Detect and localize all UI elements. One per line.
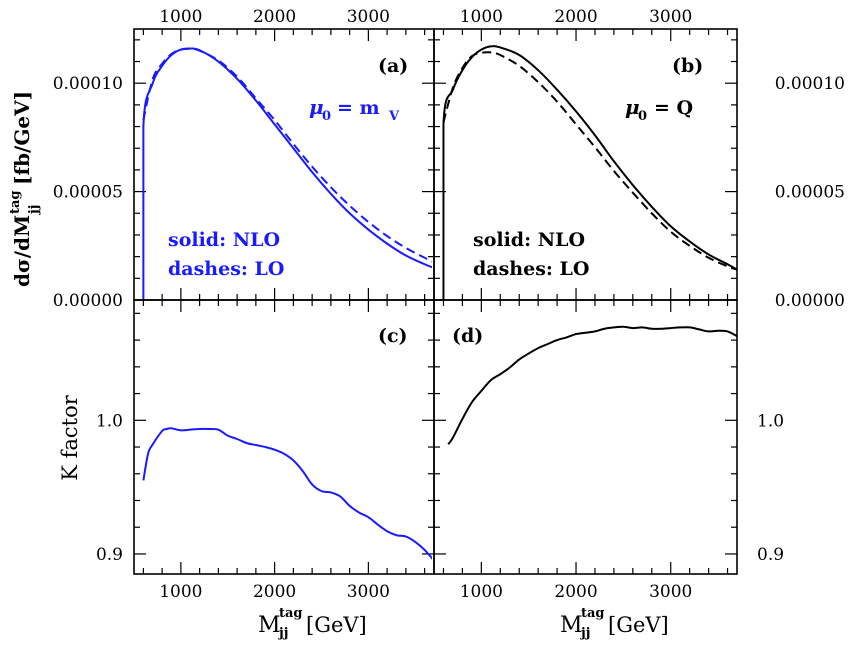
scale-eq: = Q — [654, 97, 693, 119]
y-tick-label: 0.00005 — [53, 183, 123, 203]
x-tick-label: 3000 — [347, 7, 390, 27]
ylabel-sup: tag — [8, 190, 23, 214]
panel-c-k-curve — [142, 427, 432, 560]
scale-mu: μ — [309, 95, 324, 119]
x-tick-label: 1000 — [159, 582, 202, 602]
x-tick-label: 2000 — [253, 7, 296, 27]
panel-b-tag: (b) — [672, 55, 703, 77]
y-tick-label: 1.0 — [757, 411, 784, 431]
xlabel-sup: tag — [581, 606, 605, 621]
ylabel-units: [fb/GeV] — [10, 91, 34, 185]
x-axis-label-left: M jj tag [GeV] — [258, 606, 367, 641]
xlabel-sub: jj — [278, 626, 288, 641]
x-tick-label: 2000 — [554, 7, 597, 27]
ylabel-sub: jj — [27, 205, 42, 215]
panel-c-tag: (c) — [378, 325, 408, 347]
ylabel-main: dσ/dM — [10, 215, 34, 287]
scale-mu-sub: 0 — [638, 109, 647, 124]
panel-b-legend-dashes: dashes: LO — [473, 258, 589, 280]
scale-mu: μ — [625, 95, 640, 119]
y-tick-label: 0.00010 — [775, 74, 845, 94]
x-tick-label: 3000 — [649, 582, 692, 602]
panel-d-k-curve — [447, 325, 738, 445]
panel-d-tag: (d) — [452, 325, 483, 347]
y-tick-label: 0.00010 — [53, 74, 123, 94]
y-tick-label: 0.00005 — [775, 183, 845, 203]
panel-b-scale-label: μ 0 = Q — [625, 95, 693, 124]
x-tick-label: 2000 — [554, 582, 597, 602]
scale-eq-sub: V — [388, 109, 400, 124]
panel-a-lo-curve — [142, 47, 432, 263]
tick-labels: 1000 1000 1000 1000 2000 2000 2000 2000 3000 3000… — [53, 7, 845, 602]
x-tick-label: 1000 — [460, 7, 503, 27]
xlabel-sup: tag — [279, 606, 303, 621]
panel-c-series-group — [142, 427, 432, 560]
xlabel-units: [GeV] — [306, 613, 367, 637]
y-tick-label: 0.9 — [96, 545, 123, 565]
xlabel-sub: jj — [580, 626, 590, 641]
y-tick-label: 0.00000 — [775, 291, 845, 311]
panel-b-legend-solid: solid: NLO — [473, 229, 585, 251]
curves — [142, 45, 738, 560]
x-tick-label: 3000 — [347, 582, 390, 602]
scale-mu-sub: 0 — [322, 109, 331, 124]
panel-a-series-group — [142, 47, 432, 300]
panel-d-frame — [433, 299, 738, 575]
panel-b-series-group — [442, 45, 738, 300]
xlabel-main: M — [258, 613, 281, 638]
y-tick-label: 0.9 — [757, 545, 784, 565]
xlabel-units: [GeV] — [608, 613, 669, 637]
panel-a-scale-label: μ 0 = m V — [309, 95, 400, 124]
scale-eq: = m — [337, 97, 380, 119]
x-tick-label: 1000 — [159, 7, 202, 27]
top-y-axis-label: dσ/dM jj tag [fb/GeV] — [8, 91, 42, 287]
axis-ticks — [134, 29, 737, 574]
panel-d-series-group — [447, 325, 738, 445]
y-tick-label: 1.0 — [96, 411, 123, 431]
bottom-y-axis-label: K factor — [58, 394, 82, 480]
x-tick-label: 1000 — [460, 582, 503, 602]
x-axis-label-right: M jj tag [GeV] — [560, 606, 669, 641]
y-tick-label: 0.00000 — [53, 291, 123, 311]
panel-a-tag: (a) — [378, 55, 408, 77]
panel-a-legend-dashes: dashes: LO — [168, 258, 284, 280]
panel-a-legend-solid: solid: NLO — [168, 229, 280, 251]
x-tick-label: 2000 — [253, 582, 296, 602]
panel-b-lo-curve — [442, 51, 738, 271]
x-tick-label: 3000 — [649, 7, 692, 27]
xlabel-main: M — [560, 613, 583, 638]
